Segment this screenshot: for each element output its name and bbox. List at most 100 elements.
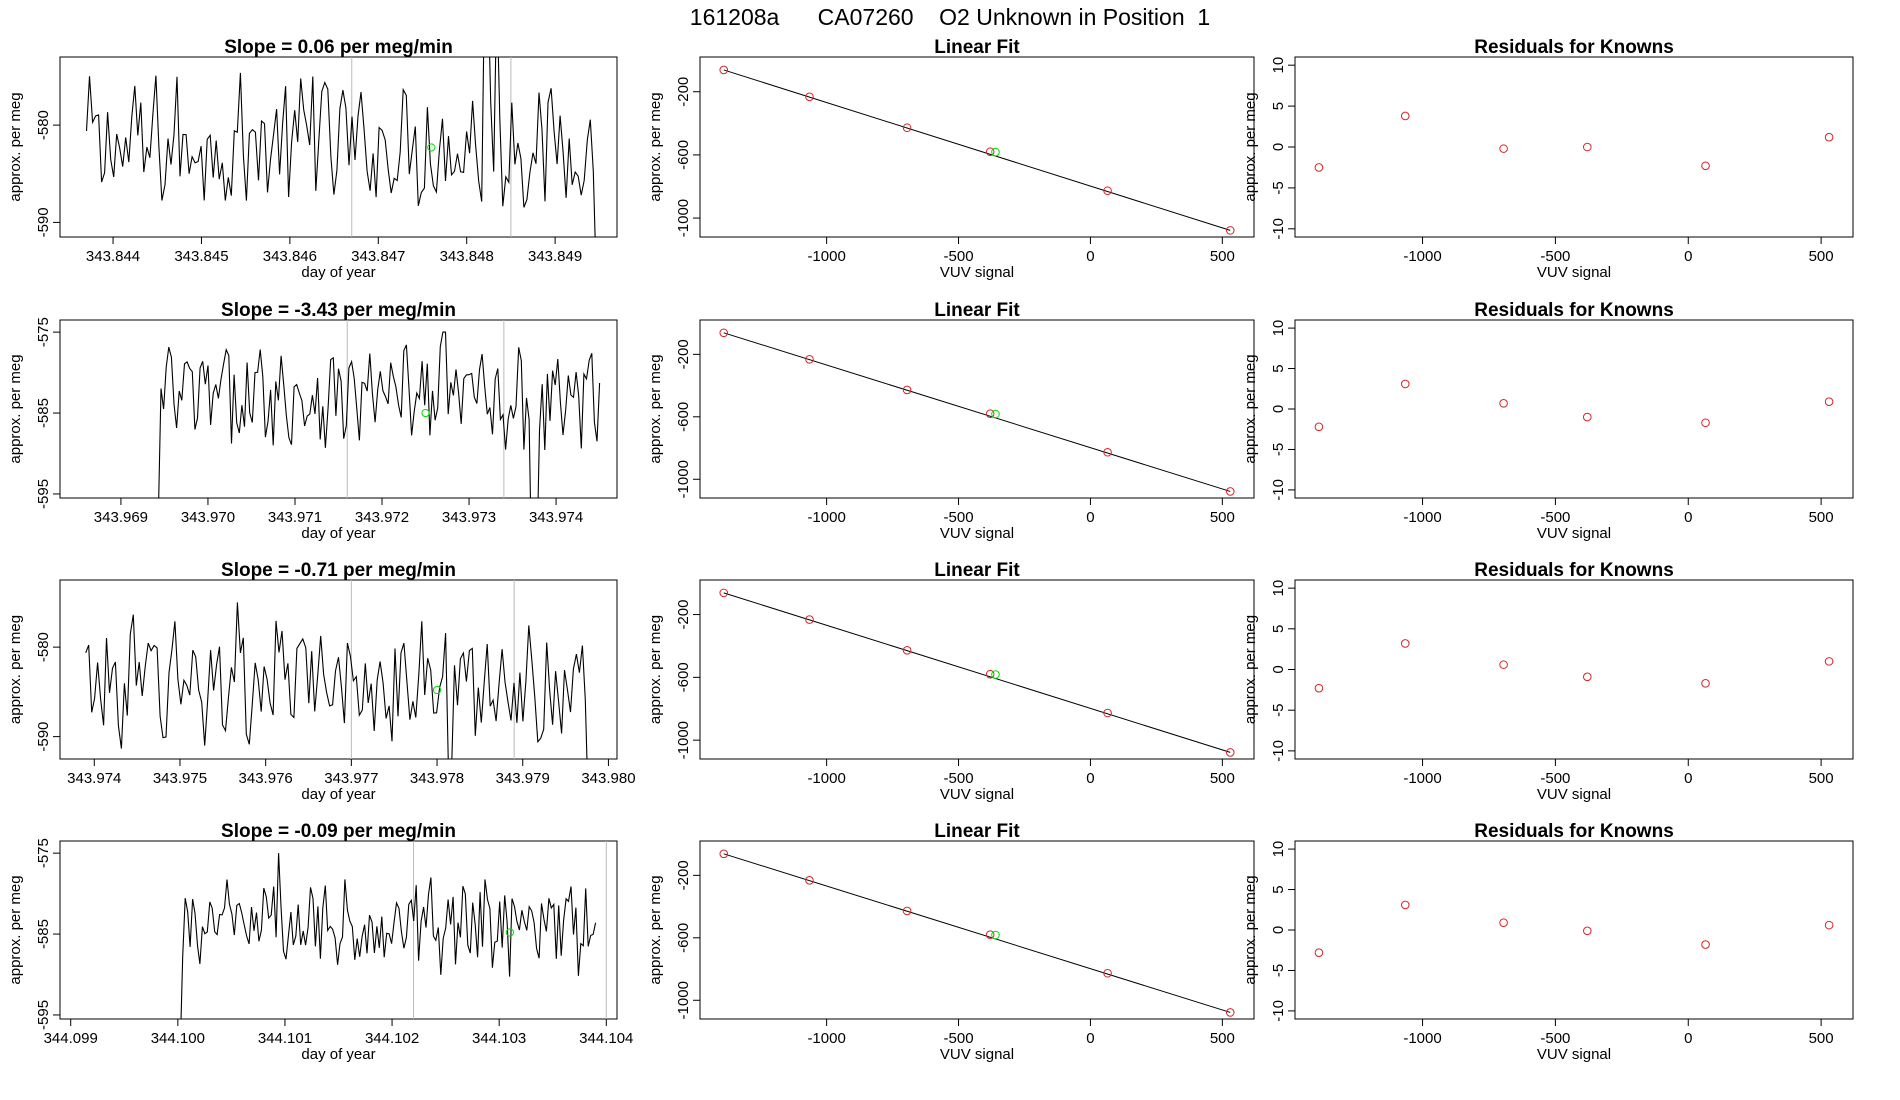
residual-point [1400, 639, 1410, 648]
y-tick-label: -600 [675, 923, 692, 953]
x-axis-label: day of year [301, 1046, 375, 1063]
x-tick-label: 343.977 [324, 770, 378, 787]
panel-timeseries-row-1: Slope = 0.06 per meg/min 343.844 343.845 34… [7, 37, 618, 281]
x-tick-label: 0 [1086, 509, 1094, 526]
x-tick-label: 343.973 [442, 509, 496, 526]
x-axis-label: day of year [301, 264, 375, 281]
plot-area [719, 849, 1235, 1017]
fit-line [723, 332, 1231, 492]
x-tick-label: 344.100 [151, 1030, 205, 1047]
known-point [805, 876, 814, 885]
signal-trace [85, 602, 588, 759]
plot-frame [1294, 56, 1854, 238]
x-tick-label: 344.101 [258, 1030, 312, 1047]
x-tick-label: 500 [1809, 248, 1834, 265]
y-axis-label: approx. per meg [1242, 92, 1259, 201]
x-tick-label: 343.974 [529, 509, 583, 526]
panel-residuals-row-3: Residuals for Knowns -1000 -500 0 500 10 5 0 -5 -… [1242, 560, 1854, 803]
panel-title: Linear Fit [934, 821, 1020, 842]
known-point [1225, 487, 1235, 496]
y-axis-label: approx. per meg [647, 92, 664, 201]
y-tick-label: 0 [1270, 405, 1287, 413]
plot-area [85, 57, 596, 237]
panel-title: Linear Fit [934, 300, 1020, 321]
y-tick-label: 5 [1270, 885, 1287, 893]
x-axis-label: VUV signal [1537, 264, 1611, 281]
panel-title: Slope = 0.06 per meg/min [224, 37, 453, 58]
residual-point [1400, 111, 1410, 121]
signal-trace [85, 57, 596, 237]
known-point [719, 328, 729, 338]
x-tick-label: 500 [1809, 770, 1834, 787]
plot-frame [699, 840, 1255, 1020]
panel-title: Residuals for Knowns [1474, 37, 1674, 58]
plot-area [1314, 111, 1834, 172]
y-tick-label: 0 [1270, 143, 1287, 151]
residual-point [1314, 683, 1324, 693]
y-tick-label: -585 [35, 398, 52, 428]
residual-point [1701, 161, 1710, 171]
y-tick-label: -200 [675, 600, 692, 630]
x-tick-label: 0 [1086, 770, 1094, 787]
residual-point [1824, 920, 1834, 930]
x-tick-label: 343.969 [94, 509, 148, 526]
x-tick-label: -500 [944, 1030, 974, 1047]
fit-line [723, 592, 1231, 753]
x-tick-label: -500 [944, 509, 974, 526]
x-axis-label: VUV signal [1537, 1046, 1611, 1063]
residual-point [1701, 418, 1710, 428]
panel-fit-row-3: Linear Fit -1000 -500 0 500 -200 -600 -1000 VUV … [647, 560, 1255, 803]
y-tick-label: -595 [35, 479, 52, 509]
y-tick-label: -600 [675, 140, 692, 170]
x-axis-label: day of year [301, 786, 375, 803]
signal-trace [158, 331, 601, 498]
x-tick-label: -500 [1540, 509, 1570, 526]
y-tick-label: -600 [675, 402, 692, 432]
known-point [1103, 708, 1112, 718]
known-point [1225, 1008, 1235, 1017]
known-point [805, 615, 814, 624]
unknown-point [991, 409, 1000, 419]
residual-point [1499, 918, 1508, 928]
panel-residuals-row-4: Residuals for Knowns -1000 -500 0 500 10 5 0 -5 -… [1242, 821, 1854, 1063]
y-tick-label: 10 [1270, 57, 1287, 74]
known-point [985, 669, 995, 679]
x-axis-label: VUV signal [940, 786, 1014, 803]
y-tick-label: 0 [1270, 926, 1287, 934]
y-tick-label: -600 [675, 662, 692, 692]
y-axis-label: approx. per meg [647, 615, 664, 724]
y-tick-label: 5 [1270, 625, 1287, 633]
plot-frame [699, 579, 1255, 760]
x-tick-label: 344.099 [44, 1030, 98, 1047]
plot-area [158, 320, 601, 498]
x-tick-label: 0 [1684, 1030, 1692, 1047]
x-tick-label: 343.980 [581, 770, 635, 787]
y-tick-label: -580 [35, 632, 52, 662]
known-point [805, 92, 814, 102]
x-axis-label: day of year [301, 525, 375, 542]
y-tick-label: -200 [675, 77, 692, 107]
known-point [985, 409, 995, 418]
plot-frame [59, 840, 618, 1020]
x-tick-label: 343.974 [67, 770, 121, 787]
unknown-point [991, 930, 1000, 940]
y-tick-label: -590 [35, 722, 52, 752]
plot-area [719, 588, 1235, 757]
residual-point [1701, 940, 1710, 949]
known-point [719, 588, 729, 598]
y-tick-label: 10 [1270, 580, 1287, 597]
y-axis-label: approx. per meg [647, 354, 664, 463]
x-axis-label: VUV signal [940, 1046, 1014, 1063]
x-tick-label: 344.104 [579, 1030, 633, 1047]
known-point [902, 906, 912, 916]
x-tick-label: -1000 [1403, 248, 1441, 265]
y-axis-label: approx. per meg [1242, 354, 1259, 463]
signal-trace [180, 853, 597, 1019]
panel-fit-row-2: Linear Fit -1000 -500 0 500 -200 -600 -1000 VUV … [647, 300, 1255, 542]
y-tick-label: 5 [1270, 102, 1287, 110]
y-tick-label: -590 [35, 207, 52, 237]
plot-frame [59, 579, 618, 760]
panel-timeseries-row-4: Slope = -0.09 per meg/min 344.099 344.100 3… [7, 821, 633, 1063]
y-tick-label: -575 [35, 317, 52, 347]
